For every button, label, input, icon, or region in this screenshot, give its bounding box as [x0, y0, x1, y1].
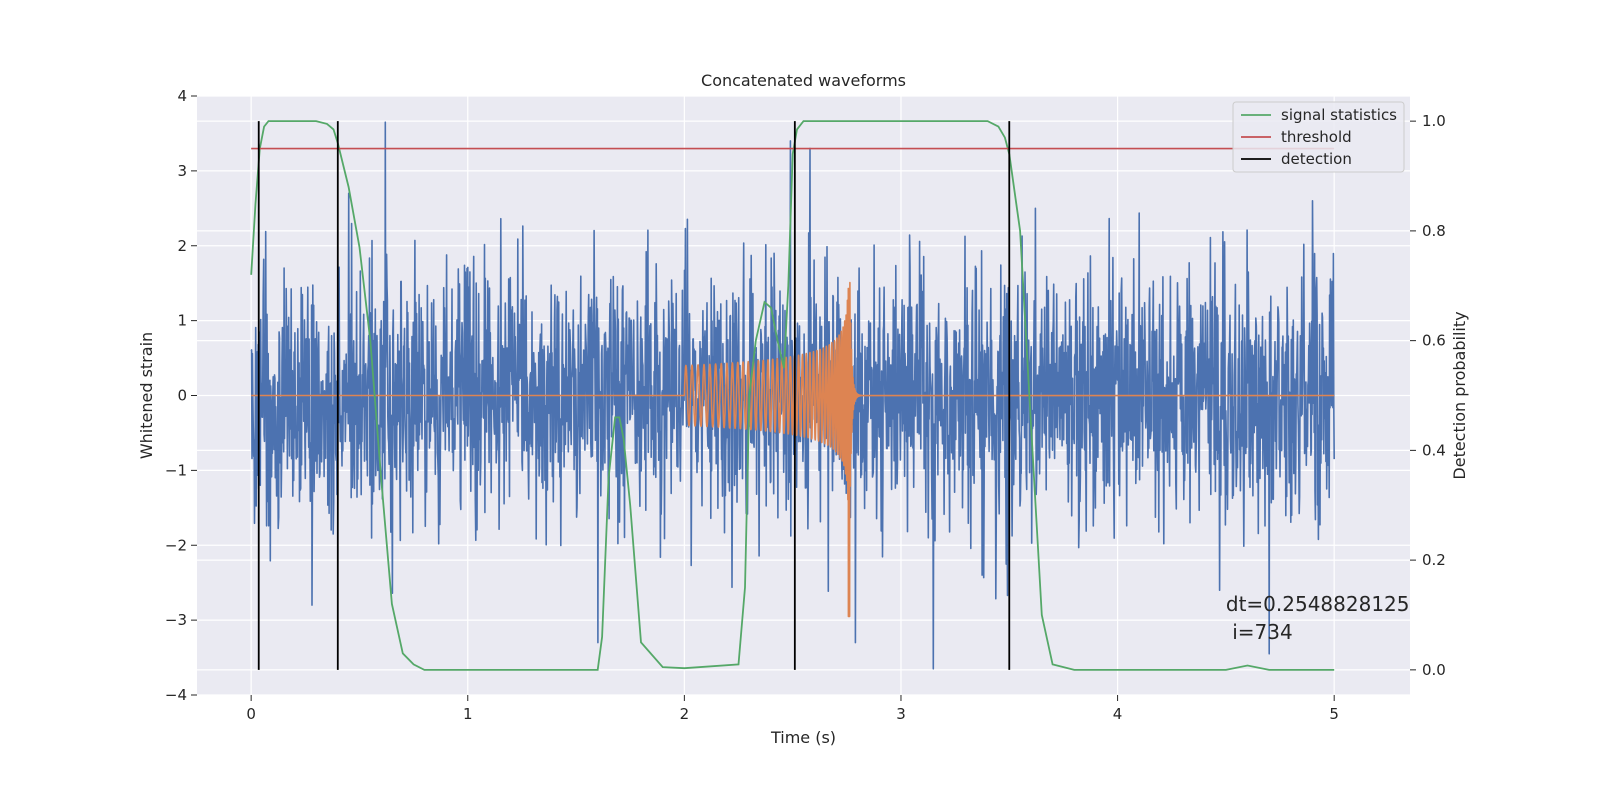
y-tick-label-5: 1: [177, 312, 187, 330]
legend: signal statistics threshold detection: [1232, 101, 1405, 173]
y-right-tick-label-4: 0.8: [1422, 222, 1446, 240]
x-tick-label-0: 0: [246, 705, 256, 723]
y-tick-label-8: 4: [177, 87, 187, 105]
y-axis-label: Whitened strain: [137, 332, 156, 459]
left-y-ticks: −4 −3 −2 −1 0 1 2 3 4: [165, 87, 197, 704]
detection-lines: [257, 121, 1011, 670]
y-tick-label-7: 3: [177, 162, 187, 180]
y-tick-label-4: 0: [177, 387, 187, 405]
annotation-i: i=734: [1226, 620, 1293, 644]
x-axis-label: Time (s): [770, 728, 836, 747]
right-y-ticks: 0.0 0.2 0.4 0.6 0.8 1.0: [1410, 112, 1446, 679]
noise-series: [250, 121, 1335, 670]
x-ticks: 0 1 2 3 4 5: [246, 695, 1339, 723]
y-right-tick-label-2: 0.4: [1422, 441, 1446, 459]
y-tick-label-3: −1: [165, 461, 187, 479]
chart-title: Concatenated waveforms: [701, 71, 906, 90]
legend-label-detection: detection: [1281, 150, 1352, 168]
y-tick-label-2: −2: [165, 536, 187, 554]
legend-box: [1232, 101, 1405, 173]
x-tick-label-4: 4: [1113, 705, 1123, 723]
x-tick-label-2: 2: [680, 705, 690, 723]
plot-series: [250, 120, 1335, 671]
x-tick-label-3: 3: [896, 705, 906, 723]
y-right-tick-label-1: 0.2: [1422, 551, 1446, 569]
y-tick-label-0: −4: [165, 686, 187, 704]
y-right-tick-label-5: 1.0: [1422, 112, 1446, 130]
chirp-series: [251, 281, 1335, 618]
legend-label-signal-statistics: signal statistics: [1281, 106, 1397, 124]
x-tick-label-1: 1: [463, 705, 473, 723]
x-tick-label-5: 5: [1329, 705, 1339, 723]
y-axis-label-right: Detection probability: [1450, 311, 1469, 479]
y-tick-label-6: 2: [177, 237, 187, 255]
annotation-dt: dt=0.2548828125: [1226, 592, 1410, 616]
y-tick-label-1: −3: [165, 611, 187, 629]
y-right-tick-label-0: 0.0: [1422, 661, 1446, 679]
legend-label-threshold: threshold: [1281, 128, 1352, 146]
y-right-tick-label-3: 0.6: [1422, 332, 1446, 350]
